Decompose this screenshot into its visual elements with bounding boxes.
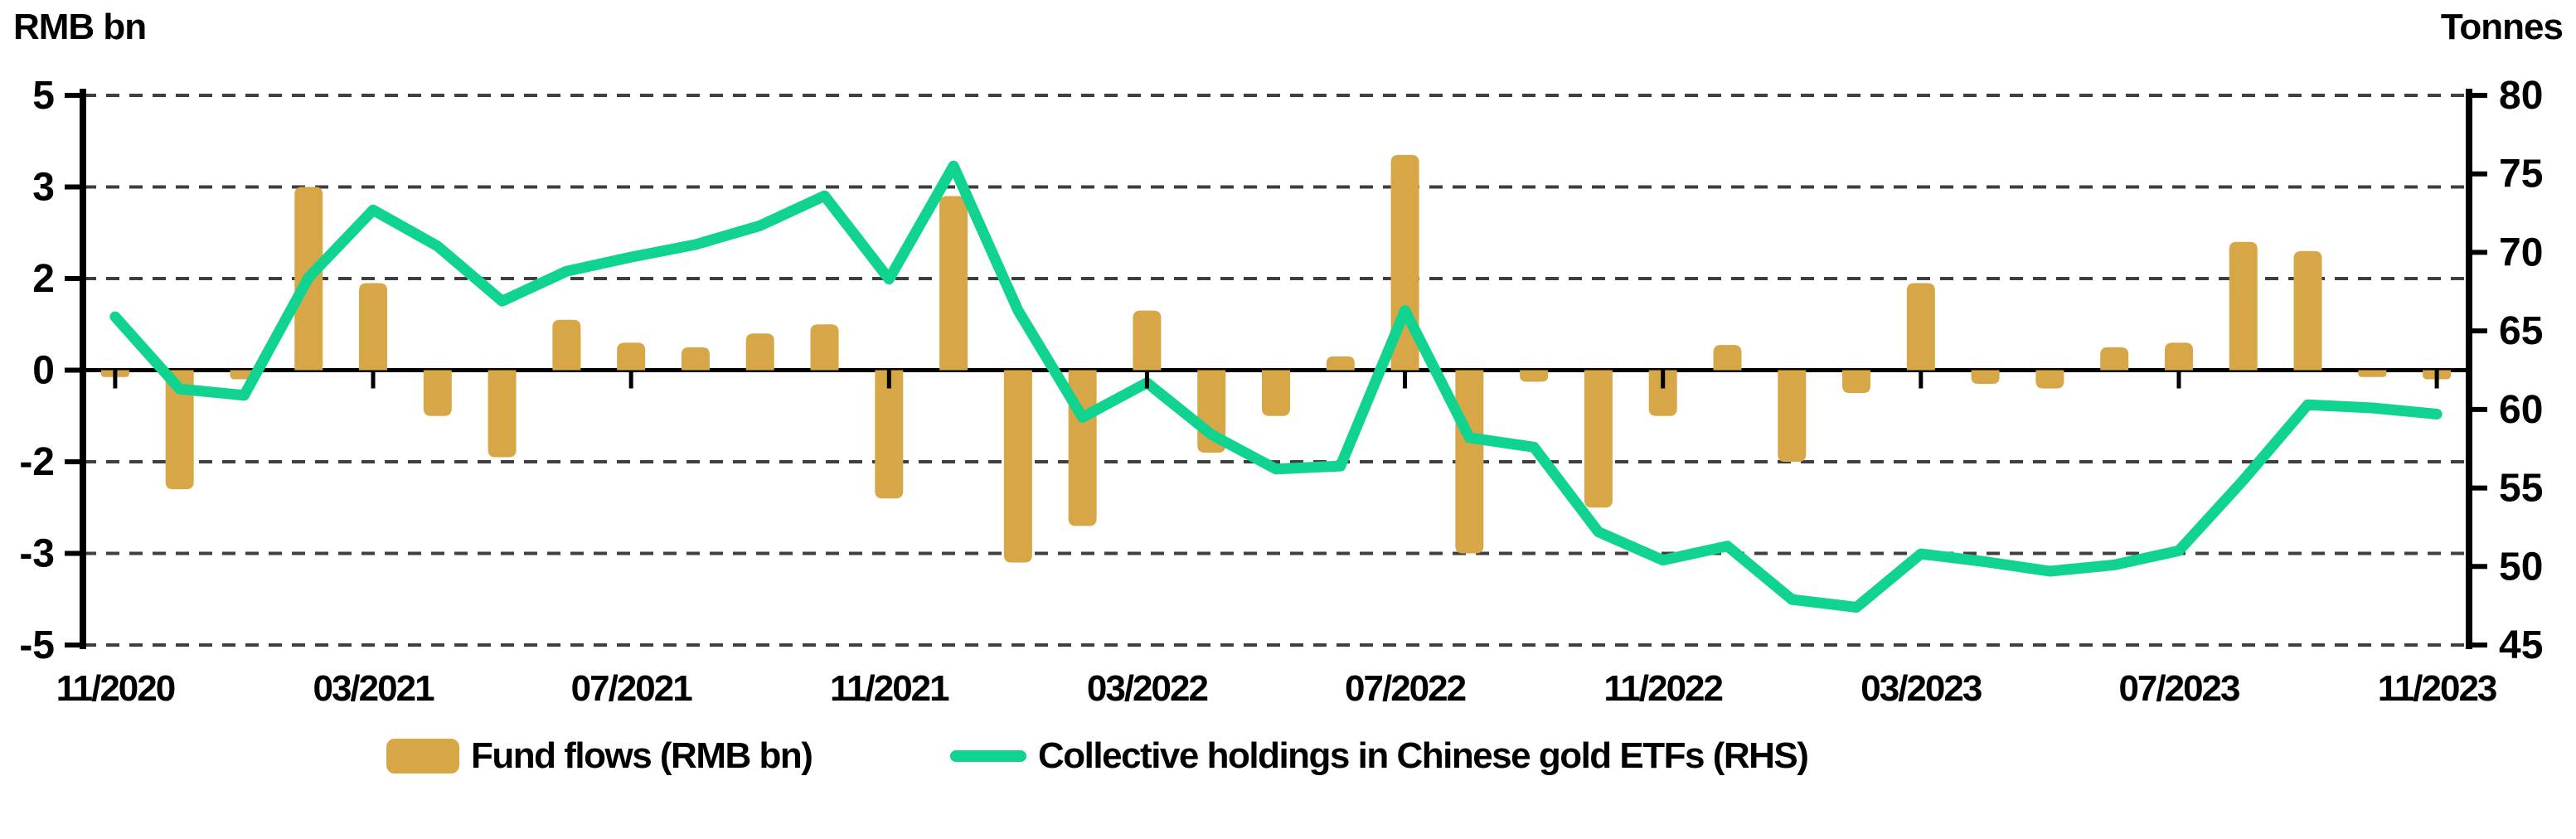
left-axis-label--5: -5: [19, 623, 55, 667]
right-axis-label-70: 70: [2499, 230, 2543, 274]
bar-01/2023: [1778, 370, 1807, 462]
right-axis-label-50: 50: [2499, 545, 2543, 589]
x-axis-label-07/2022: 07/2022: [1345, 668, 1466, 709]
x-axis-label-03/2021: 03/2021: [313, 668, 434, 709]
legend-item-fund-flows: Fund flows (RMB bn): [386, 735, 813, 778]
right-axis-title: Tonnes: [2440, 7, 2564, 47]
bar-05/2022: [1262, 370, 1290, 416]
x-axis-label-11/2021: 11/2021: [830, 668, 949, 709]
bar-03/2021: [359, 283, 388, 371]
left-axis-label--2: -2: [19, 440, 55, 484]
bar-06/2023: [2100, 347, 2129, 371]
right-axis-label-45: 45: [2499, 623, 2543, 667]
left-axis-label--3: -3: [19, 532, 55, 576]
legend: Fund flows (RMB bn) Collective holdings …: [0, 735, 2576, 784]
x-axis-label-11/2022: 11/2022: [1603, 668, 1722, 709]
bar-06/2022: [1326, 356, 1355, 371]
x-axis-label-07/2021: 07/2021: [571, 668, 693, 709]
bar-03/2023: [1906, 283, 1935, 371]
bar-06/2021: [552, 319, 581, 371]
bar-01/2022: [1003, 370, 1032, 563]
x-axis-label-11/2023: 11/2023: [2378, 668, 2496, 709]
bar-02/2023: [1842, 370, 1871, 394]
right-axis-label-55: 55: [2499, 467, 2543, 511]
holdings-legend-label: Collective holdings in Chinese gold ETFs…: [1038, 735, 1809, 776]
right-axis-label-65: 65: [2499, 309, 2543, 353]
left-axis-title: RMB bn: [13, 7, 147, 47]
right-axis-label-60: 60: [2499, 388, 2543, 432]
bar-09/2023: [2293, 250, 2322, 371]
holdings-line: [109, 160, 2443, 613]
x-axis-label-03/2023: 03/2023: [1860, 668, 1982, 709]
bar-10/2022: [1584, 370, 1613, 508]
left-axis-label-5: 5: [32, 74, 55, 118]
x-axis-label-03/2022: 03/2022: [1087, 668, 1208, 709]
x-axis-label-07/2023: 07/2023: [2118, 668, 2239, 709]
bar-11/2021: [875, 370, 904, 499]
left-axis-label-0: 0: [32, 349, 55, 393]
bar-07/2023: [2164, 342, 2193, 371]
bar-10/2023: [2358, 370, 2387, 377]
fund-flows-swatch-icon: [386, 739, 459, 774]
bar-12/2022: [1713, 345, 1742, 371]
bar-05/2023: [2035, 370, 2064, 389]
x-axis-label-11/2020: 11/2020: [56, 668, 175, 709]
bar-09/2022: [1520, 370, 1549, 382]
bar-09/2021: [745, 333, 774, 371]
left-axis-label-3: 3: [32, 166, 55, 210]
bar-04/2023: [1971, 370, 2000, 385]
bar-04/2021: [423, 370, 452, 416]
fund-flows-legend-label: Fund flows (RMB bn): [471, 735, 813, 776]
right-axis-label-80: 80: [2499, 74, 2543, 118]
left-axis-label-2: 2: [32, 257, 55, 301]
right-axis-label-75: 75: [2499, 153, 2543, 196]
bar-08/2022: [1455, 370, 1484, 554]
bar-07/2021: [617, 342, 646, 371]
holdings-swatch-icon: [950, 750, 1026, 762]
bar-10/2021: [810, 324, 839, 371]
bar-11/2022: [1648, 370, 1677, 416]
bar-08/2023: [2229, 241, 2258, 371]
bar-05/2021: [488, 370, 517, 458]
bar-03/2022: [1133, 310, 1162, 371]
legend-item-holdings: Collective holdings in Chinese gold ETFs…: [950, 735, 1809, 778]
bar-12/2021: [939, 196, 968, 371]
bar-12/2020: [165, 370, 194, 490]
bar-08/2021: [681, 347, 710, 371]
